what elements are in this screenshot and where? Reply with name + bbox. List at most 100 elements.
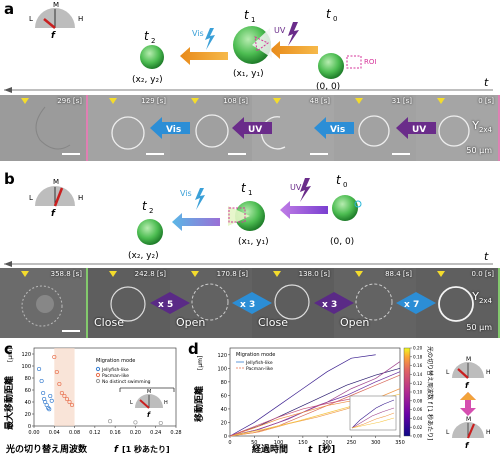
trans-arrow-a-1: UV [232,117,272,139]
vis-label-b: Vis [180,189,192,198]
repeat-b-0-label: x 5 [158,300,173,310]
repeat-diamond-b-3: x 7 [396,292,436,314]
legend-marker-c-2 [95,378,101,384]
icon-b-H: H [78,194,83,202]
arrow-uv-a [270,41,318,59]
xtick-label-c-1: 0.04 [49,430,60,436]
panel-a-rings [35,106,470,150]
xlabel-unit-d: [秒] [318,443,335,455]
mode-b-4: Open [340,316,370,329]
point-c-0-1 [39,378,44,384]
point-c-1-2 [57,381,62,387]
icon-c-M: M [147,389,151,395]
point-c-1-7 [69,402,75,408]
line-d-8 [229,398,352,437]
frame-b-1: 242.8 [s] Close [88,268,170,338]
cbar-tick-label-5: 0.10 [413,390,423,395]
y-label-b: Y2x4 [472,290,492,306]
cbar-tick-label-8: 0.16 [413,363,423,368]
ytick-label-c-0: 0 [28,424,31,430]
inset-lines-d [351,399,395,429]
cbar-tick-label-6: 0.12 [413,381,423,386]
cell-t2-sub-b: 2 [149,207,153,215]
xtick-label-d-1: 50 [251,440,257,446]
uv-label-b: UV [290,183,302,192]
panel-letter-c: c [4,340,13,358]
icon-c-H: H [164,400,168,406]
legend-marker-c-1 [95,372,101,378]
trans-arrow-a-3-label: UV [412,125,426,135]
arrow-vis-b [172,213,220,231]
cell-t2-sub-a: 2 [151,37,155,45]
icon-a-f: f [51,31,56,41]
cell-t2-a [140,45,164,69]
cell-t0-sub-a: 0 [333,15,337,23]
ytick-label-c-3: 60 [25,388,31,394]
frame-a-5-time: 0 [s] [478,97,494,105]
time-axis-arrowhead-a [4,87,12,93]
repeat-diamond-b-0: x 5 [150,292,190,314]
xtick-label-c-2: 0.08 [69,430,80,436]
panel-letter-b: b [4,170,15,188]
point-c-1-5 [64,396,70,402]
lines-d [229,354,401,437]
uv-lightning-b [300,178,311,202]
cbar-tick-label-7: 0.14 [413,372,423,377]
ytick-label-d-6: 120 [217,353,227,359]
xlabel-d: 経過時間 [252,443,288,455]
orientation-icon-d-top [452,362,484,379]
panel-b-strip: 358.8 [s] 242.8 [s] Close 170.8 [s] Open… [0,268,500,338]
legend-c-2: No distinct swimming [102,379,151,385]
ytick-label-c-2: 40 [25,400,31,406]
icon-d-top-M: M [466,356,471,363]
panel-a-strip: 296 [s] 129 [s] 108 [s] 48 [s] 31 [s] 0 … [0,95,500,161]
roi-label-a: ROI [364,58,376,66]
xtick-label-c-0: 0.00 [28,430,39,436]
legend-d-1: Pacman-like [246,366,273,372]
yunit-d: [μm] [197,356,204,370]
icon-d-top-L: L [446,369,450,376]
cbar-tick-label-1: 0.02 [413,425,423,430]
repeat-diamond-b-1: x 3 [232,292,272,314]
cell-t2-label-a: t [144,29,150,43]
arrow-vis-a [180,47,228,65]
time-axis-arrowhead-b [4,261,12,267]
xlabel-t-d: t [308,445,313,455]
mode-b-3: Close [258,316,288,329]
orientation-icon-a [35,8,75,29]
cbar-tick-label-3: 0.06 [413,407,423,412]
point-c-0-8 [48,393,53,399]
frame-b-4-time: 88.4 [s] [385,270,412,278]
panel-letter-a: a [4,0,15,18]
cell-t1-sub-b: 1 [248,189,252,197]
line-d-4 [229,374,401,437]
panel-letter-d: d [188,340,199,358]
trans-arrow-a-1-label: UV [248,125,262,135]
icon-a-L: L [29,15,33,23]
cell-t2-b [137,219,163,245]
cell-t0-coord-b: (0, 0) [330,237,354,247]
ytick-label-d-2: 40 [221,407,227,413]
point-c-0-2 [41,390,46,396]
point-c-0-7 [47,407,52,412]
trans-arrow-a-2-label: Vis [330,125,345,135]
icon-d-bottom-M: M [466,416,471,423]
icon-b-M: M [53,178,59,186]
ylabel-d: 移動距離 [193,386,205,422]
colorbar-d [403,347,411,437]
highlight-band-c [54,348,75,426]
ylabel-c: 最大移動距離 [3,376,15,430]
cell-t0-sub-b: 0 [343,181,347,189]
frame-a-4-time: 31 [s] [391,97,412,105]
frame-b-0-time: 358.8 [s] [50,270,82,278]
point-c-2-1 [133,420,138,425]
point-c-1-6 [67,399,72,405]
xtick-label-d-6: 300 [371,440,381,446]
xtick-label-d-2: 100 [274,440,284,446]
frame-b-2-time: 170.8 [s] [216,270,248,278]
orientation-icon-c [135,394,163,409]
cell-t1-coord-a: (x₁, y₁) [233,69,264,79]
legend-title-c: Migration mode [96,358,135,364]
icon-d-top-H: H [486,369,491,376]
yunit-c: [μm] [7,348,14,362]
